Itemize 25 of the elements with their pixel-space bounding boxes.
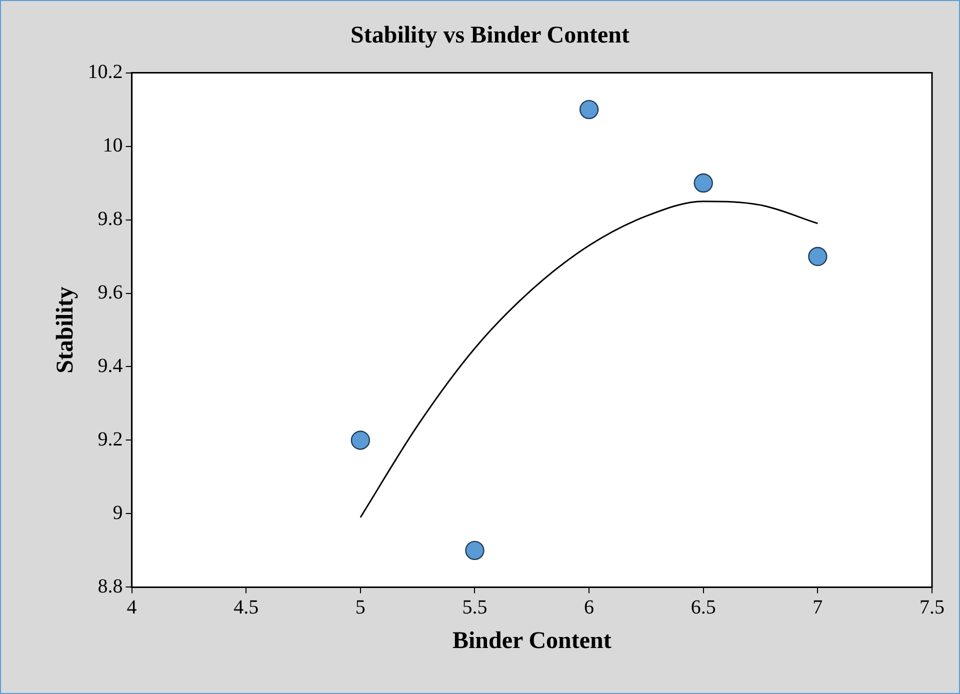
x-tick-label: 6.5 <box>690 596 716 618</box>
point <box>694 173 713 193</box>
point <box>350 430 370 450</box>
x-tick-label: 7.5 <box>920 596 944 618</box>
point <box>465 540 484 560</box>
y-tick-label: 9.8 <box>98 208 123 230</box>
x-tick-label: 4.5 <box>234 596 259 618</box>
x-tick-label: 4 <box>126 596 137 618</box>
x-tick-label: 6 <box>584 596 594 618</box>
y-axis-title: Stability <box>52 286 79 374</box>
x-tick-label: 5.5 <box>462 596 488 618</box>
y-tick-label: 8.8 <box>98 575 123 598</box>
y-tick-label: 9.4 <box>98 354 123 377</box>
y-tick-label: 10.2 <box>88 61 123 84</box>
x-tick-label: 7 <box>812 596 823 618</box>
point <box>579 100 599 120</box>
point <box>808 246 828 266</box>
y-tick-label: 9 <box>112 502 123 524</box>
y-tick-label: 10 <box>102 134 123 157</box>
line-series <box>360 200 818 518</box>
x-tick-label: 5 <box>355 596 366 618</box>
y-tick-label: 9.6 <box>98 282 123 304</box>
y-tick-label: 9.2 <box>98 428 123 450</box>
x-axis-title: Binder Content <box>452 628 612 654</box>
chart-title: Stability vs Binder Content <box>350 22 630 49</box>
